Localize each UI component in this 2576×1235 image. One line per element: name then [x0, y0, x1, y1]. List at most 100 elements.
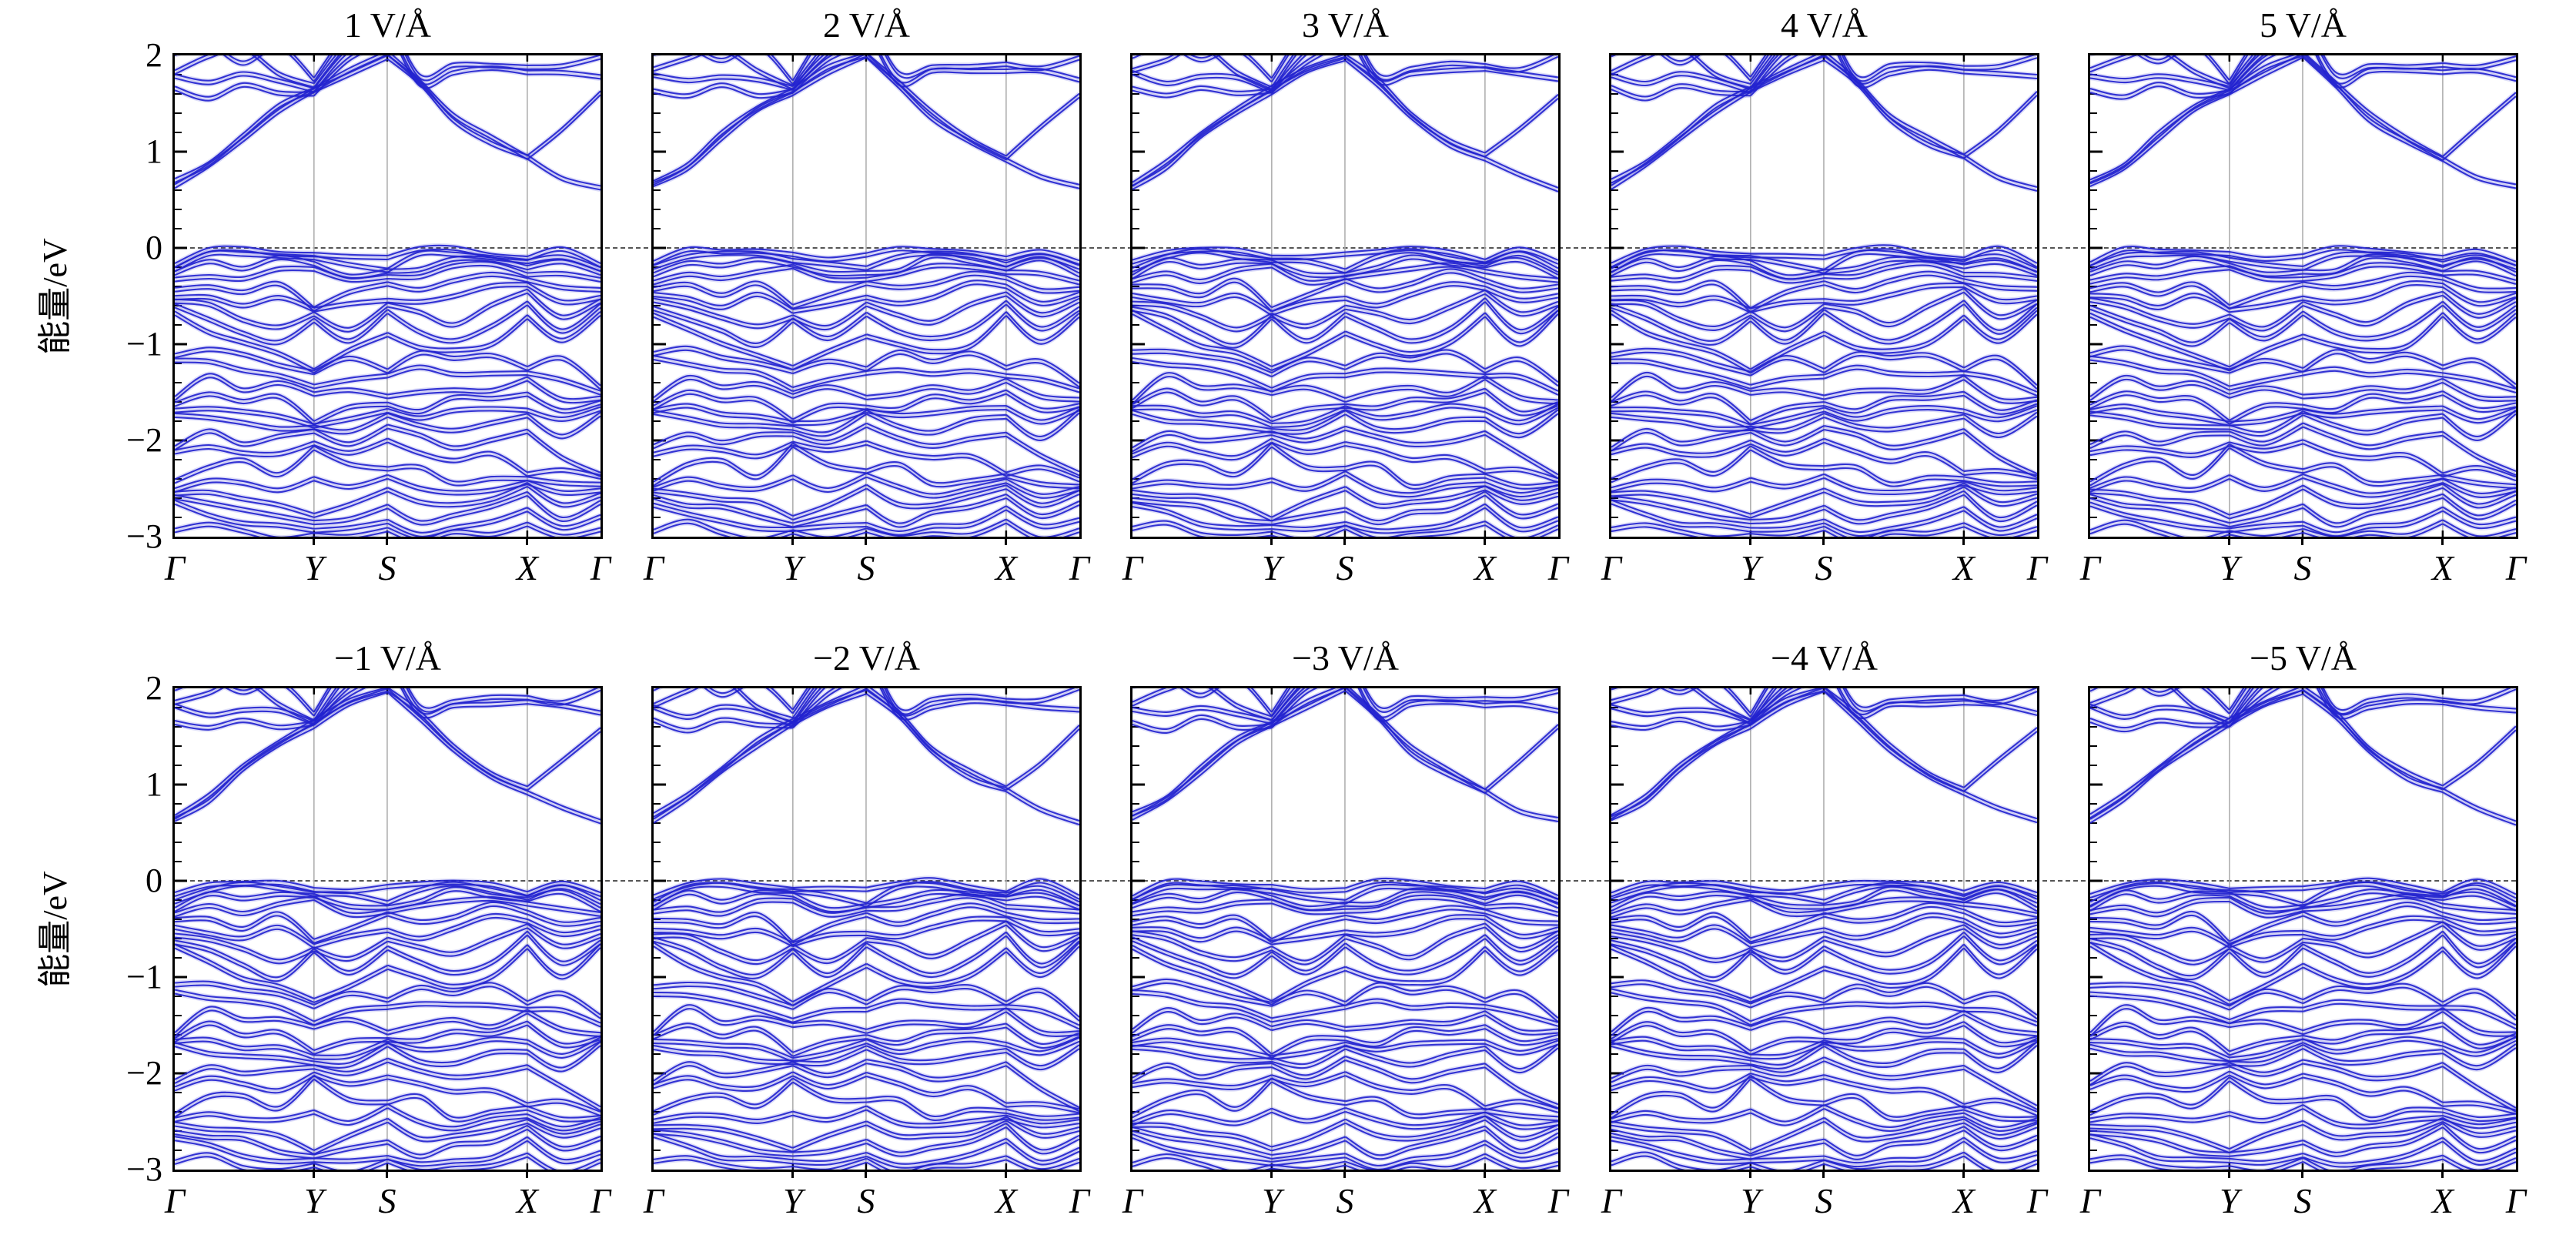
energy-band — [1179, 688, 1291, 717]
energy-band — [1611, 688, 1802, 731]
energy-band — [175, 406, 601, 425]
energy-band — [175, 525, 601, 537]
kpoint-outer-tick — [1962, 539, 1965, 545]
energy-band — [1611, 409, 2037, 430]
k-point-label: X — [1474, 548, 1496, 587]
energy-band — [1611, 411, 2037, 435]
energy-band — [654, 295, 1079, 331]
energy-band — [654, 1075, 1079, 1114]
energy-band — [1132, 688, 1301, 721]
energy-band — [1132, 57, 1558, 187]
energy-band — [175, 410, 601, 429]
energy-band — [1132, 1137, 1558, 1170]
kpoint-outer-tick — [2301, 539, 2304, 545]
energy-band — [175, 1040, 601, 1060]
energy-band — [175, 992, 601, 1028]
band-structure-plot — [1611, 688, 2037, 1170]
energy-band — [1611, 347, 2037, 387]
energy-band — [175, 923, 601, 961]
energy-band — [2090, 294, 2516, 332]
k-point-label: S — [378, 1181, 396, 1220]
energy-band — [175, 885, 601, 906]
energy-band — [1132, 524, 1558, 537]
energy-band — [1132, 360, 1558, 396]
energy-band — [2090, 55, 2265, 92]
k-point-label: Y — [304, 1181, 324, 1220]
energy-band — [2090, 253, 2516, 273]
band-structure-plot — [175, 55, 601, 537]
energy-band — [1611, 1006, 2037, 1033]
energy-band — [654, 55, 1079, 186]
energy-band — [1611, 428, 2037, 479]
band-panel — [2088, 686, 2518, 1172]
energy-band — [654, 389, 1079, 420]
energy-band — [2090, 55, 2516, 186]
energy-band — [2090, 245, 2516, 263]
k-point-label: Γ — [1601, 1181, 1622, 1220]
energy-band — [654, 55, 811, 85]
y-tick-label: −1 — [126, 958, 162, 996]
energy-band — [1132, 289, 1558, 329]
energy-band — [175, 260, 601, 279]
energy-band — [1132, 1024, 1558, 1055]
band-panel — [1609, 686, 2039, 1172]
energy-band — [1611, 59, 2037, 192]
energy-band — [1132, 55, 1558, 189]
energy-band — [654, 55, 1079, 186]
energy-band — [2090, 1126, 2516, 1157]
energy-band — [654, 443, 1079, 483]
energy-band — [175, 437, 601, 477]
band-structure-plot — [654, 688, 1079, 1170]
energy-band — [1132, 1028, 1558, 1059]
energy-band — [1611, 935, 2037, 982]
panel-title: 5 V/Å — [2260, 5, 2347, 45]
energy-band — [2090, 439, 2516, 478]
energy-band — [1132, 1115, 1558, 1148]
energy-band — [175, 253, 601, 273]
energy-band — [1132, 1077, 1558, 1118]
energy-band — [2090, 316, 2516, 372]
energy-band — [1132, 909, 1558, 944]
energy-band — [2090, 55, 2269, 96]
energy-band — [654, 885, 1079, 908]
energy-band — [2090, 995, 2516, 1030]
energy-band — [1611, 924, 2037, 959]
kpoint-outer-tick — [313, 1172, 316, 1178]
energy-band — [1132, 55, 1303, 90]
energy-band — [2090, 487, 2516, 520]
energy-band — [1132, 446, 1558, 490]
energy-band — [175, 357, 601, 392]
energy-band — [1132, 688, 1306, 725]
energy-band — [2090, 1059, 2516, 1109]
energy-band — [175, 449, 601, 487]
energy-band — [2090, 56, 2516, 189]
band-panel — [651, 686, 1082, 1172]
energy-band — [2090, 915, 2516, 945]
energy-band — [2090, 390, 2516, 421]
panel-title: −5 V/Å — [2250, 638, 2357, 678]
energy-band — [654, 1105, 1079, 1125]
energy-band — [2090, 925, 2516, 966]
k-point-label: X — [516, 548, 538, 587]
y-tick-label: 2 — [146, 36, 162, 74]
kpoint-outer-tick — [1005, 539, 1008, 545]
energy-band — [1132, 442, 1558, 486]
panel-title: −1 V/Å — [334, 638, 441, 678]
energy-band — [1611, 691, 2037, 824]
k-point-label: X — [2431, 548, 2454, 587]
energy-band — [2090, 497, 2516, 528]
energy-band — [1611, 916, 2037, 949]
energy-band — [1132, 55, 1558, 183]
energy-band — [1611, 482, 2037, 515]
energy-band — [654, 279, 1079, 310]
energy-band — [654, 1155, 1079, 1170]
energy-band — [2090, 1004, 2516, 1033]
k-point-label: Y — [304, 548, 324, 587]
energy-band — [2090, 885, 2516, 908]
panel-title: 2 V/Å — [823, 5, 910, 45]
energy-band — [1190, 55, 1287, 79]
energy-band — [175, 1024, 601, 1056]
energy-band — [1132, 309, 1558, 367]
energy-band — [654, 920, 1079, 962]
